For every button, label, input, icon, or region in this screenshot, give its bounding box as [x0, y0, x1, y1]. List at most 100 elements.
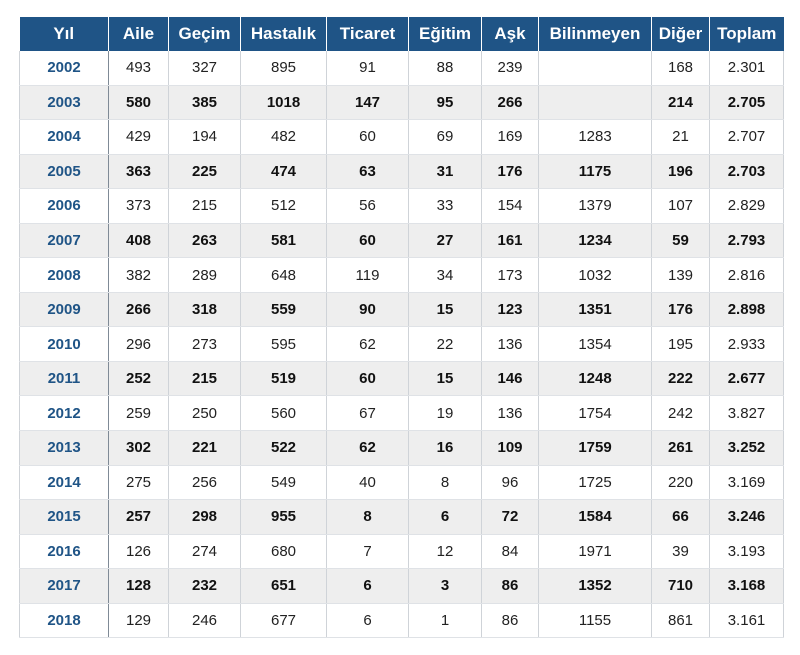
- value-cell: 91: [326, 51, 409, 86]
- value-cell: 1754: [538, 395, 652, 432]
- value-cell: 266: [481, 85, 539, 121]
- value-cell: 16: [408, 430, 482, 466]
- header-toplam: Toplam: [709, 17, 784, 51]
- value-cell: 232: [168, 568, 241, 604]
- header-diger: Diğer: [651, 17, 710, 51]
- value-cell: 373: [108, 188, 169, 224]
- year-cell: 2013: [19, 430, 109, 466]
- value-cell: 147: [326, 85, 409, 121]
- year-cell: 2009: [19, 292, 109, 328]
- value-cell: 3.161: [709, 603, 784, 639]
- value-cell: 60: [326, 223, 409, 259]
- value-cell: 519: [240, 361, 327, 397]
- value-cell: 67: [326, 395, 409, 432]
- value-cell: 221: [168, 430, 241, 466]
- value-cell: 493: [108, 51, 169, 86]
- value-cell: 128: [108, 568, 169, 604]
- year-cell: 2016: [19, 534, 109, 570]
- value-cell: 2.703: [709, 154, 784, 190]
- value-cell: 242: [651, 395, 710, 432]
- value-cell: 261: [651, 430, 710, 466]
- header-gecim: Geçim: [168, 17, 241, 51]
- value-cell: 2.793: [709, 223, 784, 259]
- value-cell: 215: [168, 361, 241, 397]
- value-cell: 3.168: [709, 568, 784, 604]
- value-cell: 266: [108, 292, 169, 328]
- value-cell: 15: [408, 292, 482, 328]
- value-cell: 60: [326, 119, 409, 155]
- value-cell: 1354: [538, 326, 652, 362]
- value-cell: 429: [108, 119, 169, 155]
- value-cell: 289: [168, 257, 241, 293]
- value-cell: 1248: [538, 361, 652, 397]
- table-row: 2010 296 273 595 62 22 136 1354 195 2.933: [19, 326, 784, 362]
- value-cell: 3: [408, 568, 482, 604]
- value-cell: 136: [481, 395, 539, 432]
- value-cell: 60: [326, 361, 409, 397]
- value-cell: 559: [240, 292, 327, 328]
- value-cell: 161: [481, 223, 539, 259]
- table-body: 2002 493 327 895 91 88 239 168 2.301 2003 580 385 10…: [19, 51, 784, 639]
- value-cell: 955: [240, 499, 327, 535]
- value-cell: 2.705: [709, 85, 784, 121]
- year-cell: 2017: [19, 568, 109, 604]
- value-cell: 146: [481, 361, 539, 397]
- value-cell: 119: [326, 257, 409, 293]
- value-cell: 560: [240, 395, 327, 432]
- value-cell: 31: [408, 154, 482, 190]
- value-cell: 84: [481, 534, 539, 570]
- statistics-table: Yıl Aile Geçim Hastalık Ticaret Eğitim A…: [19, 17, 784, 639]
- value-cell: 220: [651, 465, 710, 501]
- header-ask: Aşk: [481, 17, 539, 51]
- value-cell: 2.707: [709, 119, 784, 155]
- value-cell: 214: [651, 85, 710, 121]
- value-cell: 2.677: [709, 361, 784, 397]
- table-row: 2017 128 232 651 6 3 86 1352 710 3.168: [19, 568, 784, 604]
- value-cell: 1725: [538, 465, 652, 501]
- value-cell: 256: [168, 465, 241, 501]
- value-cell: 2.829: [709, 188, 784, 224]
- value-cell: 88: [408, 51, 482, 86]
- value-cell: 482: [240, 119, 327, 155]
- value-cell: 62: [326, 326, 409, 362]
- table-row: 2014 275 256 549 40 8 96 1725 220 3.169: [19, 465, 784, 501]
- value-cell: 1155: [538, 603, 652, 639]
- table-row: 2015 257 298 955 8 6 72 1584 66 3.246: [19, 499, 784, 535]
- value-cell: 173: [481, 257, 539, 293]
- value-cell: 194: [168, 119, 241, 155]
- value-cell: 7: [326, 534, 409, 570]
- value-cell: 250: [168, 395, 241, 432]
- value-cell: 363: [108, 154, 169, 190]
- value-cell: 408: [108, 223, 169, 259]
- value-cell: 19: [408, 395, 482, 432]
- header-hastalik: Hastalık: [240, 17, 327, 51]
- table-row: 2003 580 385 1018 147 95 266 214 2.705: [19, 85, 784, 121]
- value-cell: 275: [108, 465, 169, 501]
- value-cell: 109: [481, 430, 539, 466]
- value-cell: 648: [240, 257, 327, 293]
- value-cell: 2.933: [709, 326, 784, 362]
- value-cell: 3.827: [709, 395, 784, 432]
- value-cell: 72: [481, 499, 539, 535]
- value-cell: 1018: [240, 85, 327, 121]
- value-cell: 239: [481, 51, 539, 86]
- value-cell: 27: [408, 223, 482, 259]
- value-cell: 1584: [538, 499, 652, 535]
- value-cell: 1175: [538, 154, 652, 190]
- value-cell: 3.169: [709, 465, 784, 501]
- value-cell: 107: [651, 188, 710, 224]
- value-cell: 34: [408, 257, 482, 293]
- value-cell: 168: [651, 51, 710, 86]
- value-cell: 96: [481, 465, 539, 501]
- value-cell: 40: [326, 465, 409, 501]
- value-cell: 2.301: [709, 51, 784, 86]
- value-cell: 581: [240, 223, 327, 259]
- year-cell: 2002: [19, 51, 109, 86]
- value-cell: 176: [651, 292, 710, 328]
- table-row: 2007 408 263 581 60 27 161 1234 59 2.793: [19, 223, 784, 259]
- value-cell: 296: [108, 326, 169, 362]
- value-cell: 246: [168, 603, 241, 639]
- header-ticaret: Ticaret: [326, 17, 409, 51]
- value-cell: 22: [408, 326, 482, 362]
- value-cell: 139: [651, 257, 710, 293]
